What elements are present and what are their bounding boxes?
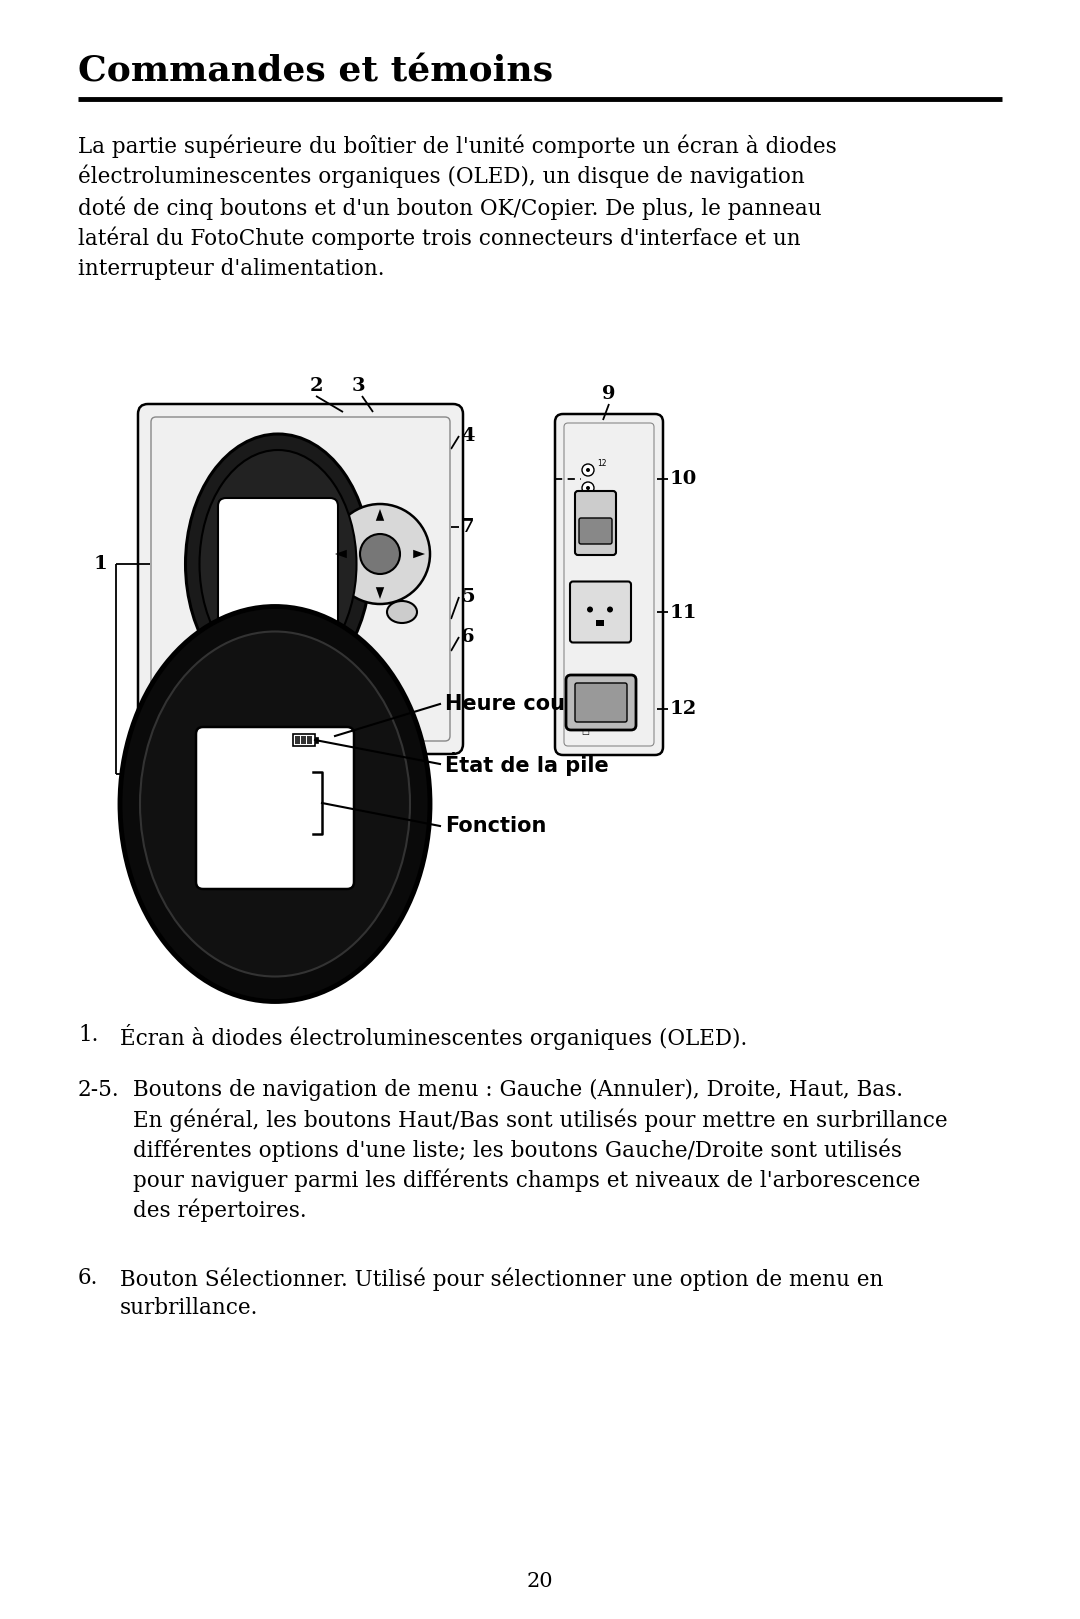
Circle shape xyxy=(582,482,594,494)
FancyBboxPatch shape xyxy=(575,683,627,722)
Bar xyxy=(301,737,306,745)
Text: État de la pile: État de la pile xyxy=(445,751,609,776)
FancyBboxPatch shape xyxy=(218,499,338,630)
Text: 9: 9 xyxy=(603,385,616,403)
Text: 2-5.: 2-5. xyxy=(78,1078,120,1101)
Text: 1.: 1. xyxy=(78,1023,98,1046)
Bar xyxy=(315,737,318,743)
Text: 6: 6 xyxy=(461,628,474,646)
Text: ON: ON xyxy=(584,521,595,528)
Text: □: □ xyxy=(581,727,589,737)
Polygon shape xyxy=(414,550,426,559)
Bar xyxy=(596,620,604,627)
Text: Bouton Sélectionner. Utilisé pour sélectionner une option de menu en: Bouton Sélectionner. Utilisé pour sélect… xyxy=(120,1268,883,1290)
Text: 12: 12 xyxy=(670,699,698,717)
Text: 12: 12 xyxy=(597,460,607,468)
Ellipse shape xyxy=(387,601,417,623)
Text: 5: 5 xyxy=(461,588,474,606)
Bar xyxy=(295,737,300,745)
Text: des répertoires.: des répertoires. xyxy=(133,1200,307,1222)
Circle shape xyxy=(586,468,590,473)
Text: 4: 4 xyxy=(461,427,474,445)
Text: Information: Information xyxy=(239,832,311,845)
Text: Boutons de navigation de menu : Gauche (Annuler), Droite, Haut, Bas.: Boutons de navigation de menu : Gauche (… xyxy=(133,1078,903,1101)
Text: 8: 8 xyxy=(366,771,380,788)
Text: doté de cinq boutons et d'un bouton OK/Copier. De plus, le panneau: doté de cinq boutons et d'un bouton OK/C… xyxy=(78,196,822,220)
Circle shape xyxy=(586,486,590,491)
Text: 20: 20 xyxy=(527,1572,553,1591)
Text: 11: 11 xyxy=(670,604,698,622)
Text: différentes options d'une liste; les boutons Gauche/Droite sont utilisés: différentes options d'une liste; les bou… xyxy=(133,1140,902,1162)
Text: Copy: Copy xyxy=(239,792,271,805)
Ellipse shape xyxy=(120,607,430,1002)
Text: En général, les boutons Haut/Bas sont utilisés pour mettre en surbrillance: En général, les boutons Haut/Bas sont ut… xyxy=(133,1109,947,1133)
Text: Fonction: Fonction xyxy=(445,816,546,835)
Text: 12:15: 12:15 xyxy=(243,746,283,759)
Circle shape xyxy=(607,607,613,612)
Text: Back up: Back up xyxy=(239,772,289,785)
Text: surbrillance.: surbrillance. xyxy=(120,1297,258,1319)
Text: 1: 1 xyxy=(93,555,107,573)
Bar xyxy=(307,737,312,745)
Text: 10: 10 xyxy=(670,470,698,487)
Text: Delete: Delete xyxy=(239,813,280,826)
FancyBboxPatch shape xyxy=(579,518,612,544)
Ellipse shape xyxy=(186,434,370,695)
Polygon shape xyxy=(335,550,347,559)
Circle shape xyxy=(330,504,430,604)
Ellipse shape xyxy=(200,450,356,678)
FancyBboxPatch shape xyxy=(575,491,616,555)
FancyBboxPatch shape xyxy=(566,675,636,730)
Text: La partie supérieure du boîtier de l'unité comporte un écran à diodes: La partie supérieure du boîtier de l'uni… xyxy=(78,134,837,157)
Text: interrupteur d'alimentation.: interrupteur d'alimentation. xyxy=(78,257,384,280)
Circle shape xyxy=(588,607,593,612)
Circle shape xyxy=(582,465,594,476)
Text: électroluminescentes organiques (OLED), un disque de navigation: électroluminescentes organiques (OLED), … xyxy=(78,165,805,188)
Text: pour naviguer parmi les différents champs et niveaux de l'arborescence: pour naviguer parmi les différents champ… xyxy=(133,1169,920,1193)
Text: 2: 2 xyxy=(309,377,323,395)
FancyBboxPatch shape xyxy=(138,405,463,754)
Text: Écran à diodes électroluminescentes organiques (OLED).: Écran à diodes électroluminescentes orga… xyxy=(120,1023,747,1051)
Text: 3: 3 xyxy=(351,377,365,395)
Text: Heure courante: Heure courante xyxy=(445,695,629,714)
Bar xyxy=(293,733,315,746)
Text: 7: 7 xyxy=(461,518,474,536)
Polygon shape xyxy=(376,588,384,599)
FancyBboxPatch shape xyxy=(555,414,663,754)
Text: latéral du FotoChute comporte trois connecteurs d'interface et un: latéral du FotoChute comporte trois conn… xyxy=(78,227,800,251)
FancyBboxPatch shape xyxy=(570,581,631,643)
Polygon shape xyxy=(376,508,384,521)
Text: □→□: □→□ xyxy=(359,696,386,706)
Text: 6.: 6. xyxy=(78,1268,98,1289)
FancyBboxPatch shape xyxy=(195,727,354,889)
Circle shape xyxy=(360,534,400,575)
Ellipse shape xyxy=(140,631,410,976)
Text: Commandes et témoins: Commandes et témoins xyxy=(78,55,553,89)
Text: OFF: OFF xyxy=(583,504,596,510)
